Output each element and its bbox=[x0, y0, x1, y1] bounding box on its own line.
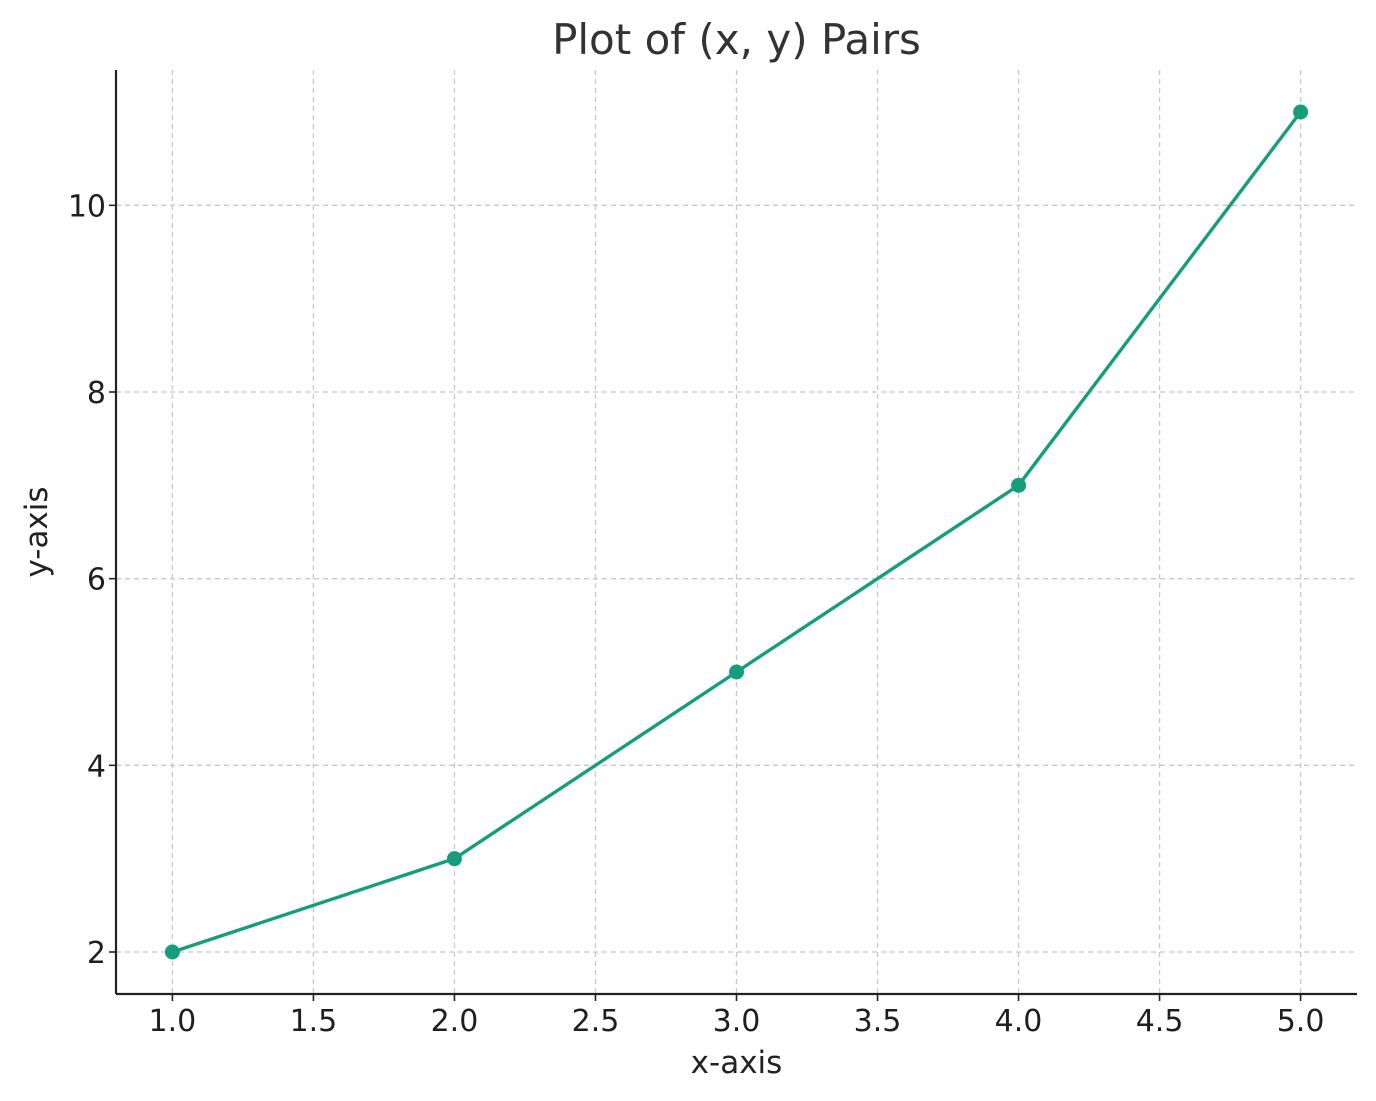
y-tick-label: 6 bbox=[87, 563, 106, 598]
data-point bbox=[1293, 104, 1309, 120]
x-tick-label: 1.5 bbox=[290, 1004, 338, 1039]
x-axis-title: x-axis bbox=[691, 1045, 783, 1081]
x-tick-label: 4.5 bbox=[1136, 1004, 1184, 1039]
data-point bbox=[729, 664, 744, 680]
series bbox=[164, 104, 1309, 960]
data-point bbox=[1011, 477, 1027, 493]
y-axis-title: y-axis bbox=[19, 486, 55, 577]
x-tick-label: 1.0 bbox=[149, 1004, 197, 1039]
data-point bbox=[164, 944, 180, 960]
data-point bbox=[446, 851, 462, 867]
x-tick-label: 3.0 bbox=[713, 1004, 761, 1039]
x-tick-label: 3.5 bbox=[854, 1004, 902, 1039]
x-tick-label: 2.5 bbox=[572, 1004, 620, 1039]
y-tick-label: 10 bbox=[68, 189, 106, 224]
x-tick-label: 4.0 bbox=[995, 1004, 1043, 1039]
x-tick-label: 5.0 bbox=[1277, 1004, 1325, 1039]
grid bbox=[116, 70, 1357, 994]
ticks: 1.0 1.5 2.0 2.5 3.0 3.5 4.0 4.5 5.0 2 4 6 8 10 bbox=[68, 189, 1325, 1039]
y-tick-label: 8 bbox=[87, 376, 106, 411]
y-tick-label: 2 bbox=[87, 936, 106, 971]
y-tick-label: 4 bbox=[87, 749, 106, 784]
chart-title: Plot of (x, y) Pairs bbox=[552, 15, 921, 64]
x-tick-label: 2.0 bbox=[431, 1004, 479, 1039]
